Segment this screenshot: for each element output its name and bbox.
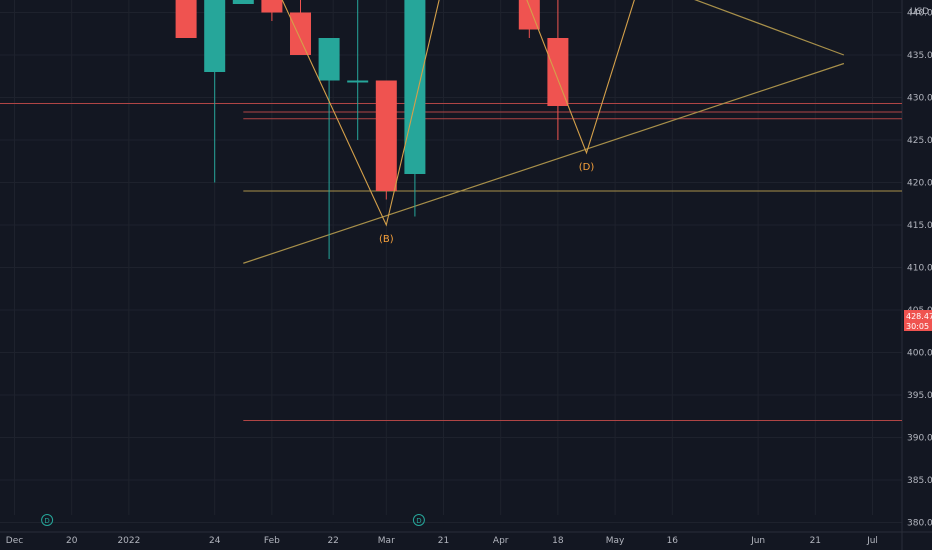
wave-label: (D) — [579, 162, 595, 173]
candle-down — [375, 80, 397, 191]
x-tick-label: Feb — [264, 536, 280, 546]
candle-down — [290, 12, 311, 55]
overlay-lines — [0, 0, 902, 421]
y-tick-label: 395.00 — [907, 391, 932, 401]
y-tick-label: 385.00 — [907, 476, 932, 486]
candle-up — [204, 0, 226, 72]
candle-up — [318, 38, 340, 81]
y-tick-label: 400.00 — [907, 349, 932, 359]
last-price-value: 428.47 — [906, 312, 932, 321]
price-axis[interactable]: USD 380.00385.00390.00395.00400.00405.00… — [907, 0, 932, 529]
y-tick-label: 410.00 — [907, 264, 932, 274]
candle-down — [261, 0, 283, 13]
y-tick-label: 390.00 — [907, 434, 932, 444]
x-tick-label: Jul — [866, 536, 878, 546]
x-tick-label: Jun — [750, 536, 765, 546]
x-tick-label: 18 — [552, 536, 564, 546]
y-tick-label: 380.00 — [907, 519, 932, 529]
candle-down — [547, 38, 569, 106]
y-tick-label: 420.00 — [907, 179, 932, 189]
y-tick-label: 435.00 — [907, 51, 932, 61]
candle-up — [347, 80, 369, 83]
x-tick-label: 20 — [66, 536, 78, 546]
x-tick-label: Apr — [493, 536, 509, 546]
candle-down — [175, 0, 197, 38]
x-tick-label: 24 — [209, 536, 221, 546]
x-tick-label: 2022 — [117, 536, 140, 546]
candle-up — [232, 0, 254, 4]
triangle-trendline — [694, 0, 845, 56]
x-tick-label: 16 — [667, 536, 679, 546]
y-tick-label: 440.00 — [907, 9, 932, 19]
x-tick-label: 21 — [438, 536, 449, 546]
x-tick-label: Dec — [6, 536, 23, 546]
dividend-marker-label: D — [44, 517, 49, 525]
dividend-marker — [412, 514, 425, 526]
dividend-marker — [41, 514, 54, 526]
x-tick-label: 22 — [327, 536, 338, 546]
wave-label: (B) — [379, 234, 394, 245]
wave-annotations: (A)(B)(C)(D)(E) — [281, 0, 635, 245]
bar-countdown: 30:05 — [906, 322, 929, 331]
candle-down — [518, 0, 540, 30]
x-tick-label: Mar — [378, 536, 395, 546]
x-tick-label: 21 — [810, 536, 821, 546]
dividend-marker-label: D — [416, 517, 421, 525]
currency-label: USD — [910, 7, 929, 17]
x-tick-label: May — [606, 536, 625, 546]
y-tick-label: 430.00 — [907, 94, 932, 104]
y-tick-label: 425.00 — [907, 136, 932, 146]
time-axis[interactable]: Dec 20 2022 24 Feb 22 Mar 21 Apr 18 May 16 Jun 21 Jul — [6, 536, 878, 546]
candle-up — [404, 0, 426, 174]
last-price-label: 428.47 30:05 — [904, 310, 932, 331]
candlestick-series — [175, 0, 569, 259]
triangle-trendline — [243, 62, 845, 264]
y-tick-label: 415.00 — [907, 221, 932, 231]
elliott-wave-path — [281, 0, 635, 227]
